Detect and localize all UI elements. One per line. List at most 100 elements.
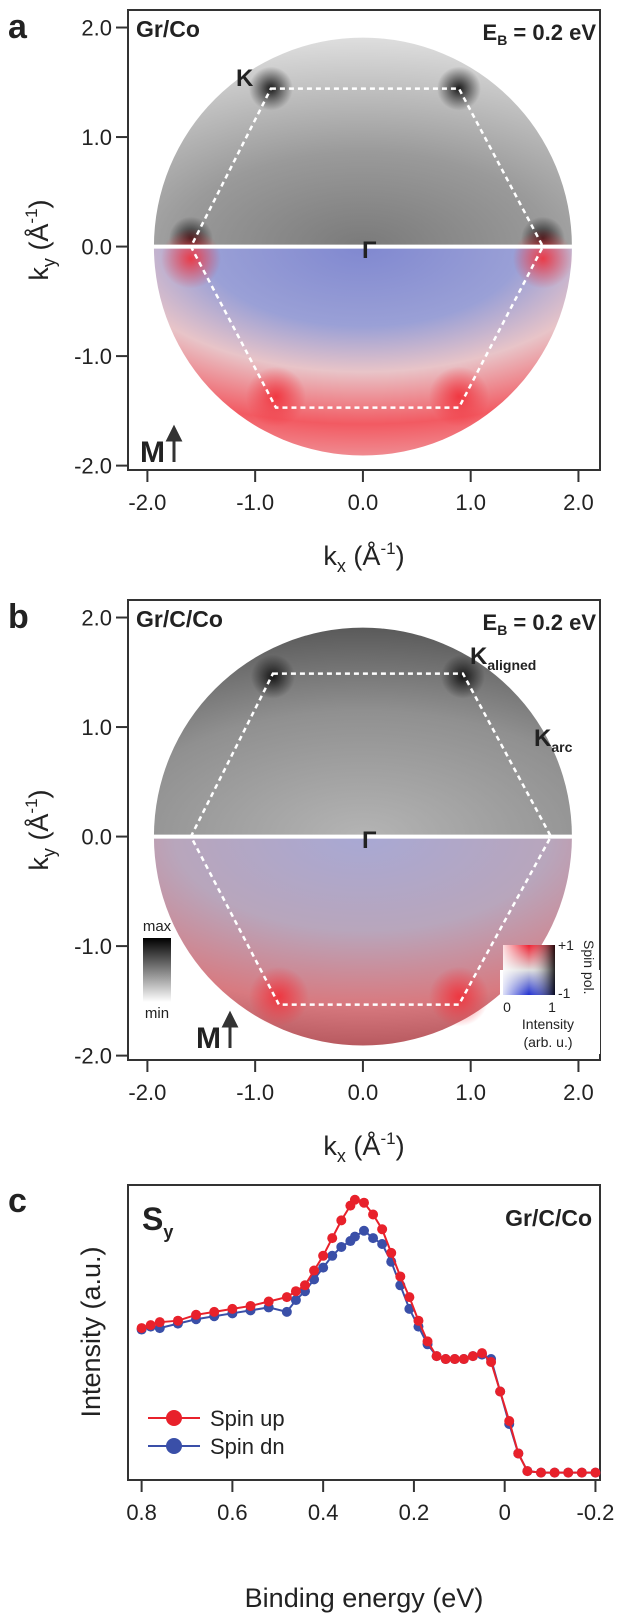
x-tick-label: 2.0 — [563, 1080, 594, 1105]
data-point — [263, 1296, 274, 1307]
data-point — [440, 1354, 451, 1365]
data-point — [318, 1250, 329, 1261]
y-tick-label: 2.0 — [81, 16, 112, 41]
data-point — [431, 1351, 442, 1362]
x-tick-label: 1.0 — [455, 490, 486, 515]
sample-label: Gr/Co — [136, 16, 200, 42]
data-point — [300, 1280, 310, 1291]
legend-marker — [166, 1438, 182, 1454]
plot-frame — [127, 1184, 601, 1481]
plot-frame — [127, 599, 601, 1061]
intensity-colorbar-label: Intensity — [522, 1016, 574, 1032]
sample-label: Gr/C/Co — [136, 606, 223, 632]
data-point — [504, 1416, 515, 1426]
map-lower-half — [153, 246, 572, 456]
series-line — [141, 1198, 596, 1474]
m-arrow — [221, 1010, 239, 1048]
x-axis-label: Binding energy (eV) — [245, 1583, 484, 1613]
data-point — [281, 1292, 292, 1303]
legend-label: Spin up — [210, 1406, 285, 1431]
x-axis-label: kx (Å-1) — [323, 1129, 404, 1166]
legend-label: Spin dn — [210, 1434, 285, 1459]
spin-colorbar-label: Spin pol. — [581, 940, 597, 994]
y-tick-label: -2.0 — [74, 454, 112, 479]
panel-letter: a — [8, 8, 28, 46]
intensity-colorbar — [143, 938, 171, 1002]
data-point — [413, 1315, 424, 1326]
data-point — [404, 1292, 415, 1303]
intensity-tick-label: 1 — [548, 999, 556, 1015]
y-axis-label: ky (Å-1) — [22, 789, 59, 870]
x-tick-label: 0 — [499, 1500, 511, 1525]
gamma-label: Γ — [362, 827, 377, 854]
x-tick-label: 0.8 — [126, 1500, 157, 1525]
k-arc-label: Karc — [534, 725, 573, 755]
data-point — [136, 1323, 147, 1334]
k-point-spot — [250, 654, 295, 699]
k-point-spot — [160, 228, 221, 289]
data-point — [336, 1215, 347, 1226]
data-point — [495, 1386, 506, 1397]
y-tick-label: 2.0 — [81, 606, 112, 631]
data-point — [486, 1357, 497, 1367]
x-tick-label: -2.0 — [128, 490, 166, 515]
energy-label: EB = 0.2 eV — [483, 20, 597, 48]
k-point-spot — [512, 228, 573, 289]
y-tick-label: 0.0 — [81, 825, 112, 850]
intensity-colorbar-label: (arb. u.) — [523, 1034, 572, 1050]
x-tick-label: 0.0 — [348, 1080, 379, 1105]
data-point — [449, 1354, 460, 1365]
data-point — [536, 1467, 546, 1478]
data-point — [227, 1303, 238, 1314]
y-tick-label: 1.0 — [81, 715, 112, 740]
x-tick-label: -1.0 — [236, 490, 274, 515]
intensity-tick-label: 0 — [503, 999, 511, 1015]
k-point-spot — [245, 366, 306, 427]
panel-letter: b — [8, 598, 29, 636]
k-point-spot — [436, 66, 481, 111]
x-tick-label: 0.6 — [217, 1500, 248, 1525]
k-aligned-label: Kaligned — [470, 643, 536, 673]
x-tick-label: 1.0 — [455, 1080, 486, 1105]
y-tick-label: -1.0 — [74, 344, 112, 369]
x-tick-label: -1.0 — [236, 1080, 274, 1105]
y-axis-label: ky (Å-1) — [22, 199, 59, 280]
data-point — [209, 1306, 220, 1317]
x-tick-label: -2.0 — [128, 1080, 166, 1105]
map-upper-half — [153, 37, 572, 247]
gamma-label: Γ — [362, 237, 377, 264]
data-point — [563, 1467, 574, 1478]
m-label: M — [196, 1022, 221, 1055]
data-point — [245, 1300, 256, 1311]
data-point — [191, 1309, 202, 1320]
spin-tick-label: +1 — [558, 937, 574, 953]
panel-b: -2.0 -1.0 0.0 1.0 2.0 -2.0 -1.0 0.0 1.0 2.0 — [74, 599, 601, 1105]
data-point — [377, 1224, 388, 1235]
data-point — [309, 1265, 320, 1276]
panel-a: -2.0 -1.0 0.0 1.0 2.0 -2.0 -1.0 0.0 1.0 2.0 — [74, 9, 601, 515]
brillouin-zone — [189, 672, 553, 1006]
data-point — [318, 1262, 329, 1273]
data-point — [154, 1317, 165, 1328]
k-point-spot — [248, 966, 309, 1027]
data-point — [327, 1250, 338, 1261]
panel-c: 0.8 0.6 0.4 0.2 0 -0.2 Spin up Spin dn — [126, 1184, 615, 1525]
data-point — [281, 1306, 292, 1317]
colorbar-min: min — [145, 1005, 169, 1022]
data-point — [386, 1247, 397, 1258]
data-point — [145, 1320, 156, 1331]
data-point — [368, 1233, 379, 1244]
x-tick-label: 0.0 — [348, 490, 379, 515]
data-point — [359, 1197, 369, 1208]
data-point — [359, 1225, 369, 1236]
data-point — [467, 1351, 478, 1362]
m-arrow — [165, 424, 183, 462]
k-point-spot — [428, 366, 489, 427]
data-point — [513, 1448, 524, 1459]
sample-label: Gr/C/Co — [505, 1205, 592, 1231]
data-point — [522, 1466, 533, 1477]
x-tick-label: 0.2 — [399, 1500, 430, 1525]
x-tick-label: -0.2 — [577, 1500, 615, 1525]
data-point — [290, 1295, 301, 1306]
